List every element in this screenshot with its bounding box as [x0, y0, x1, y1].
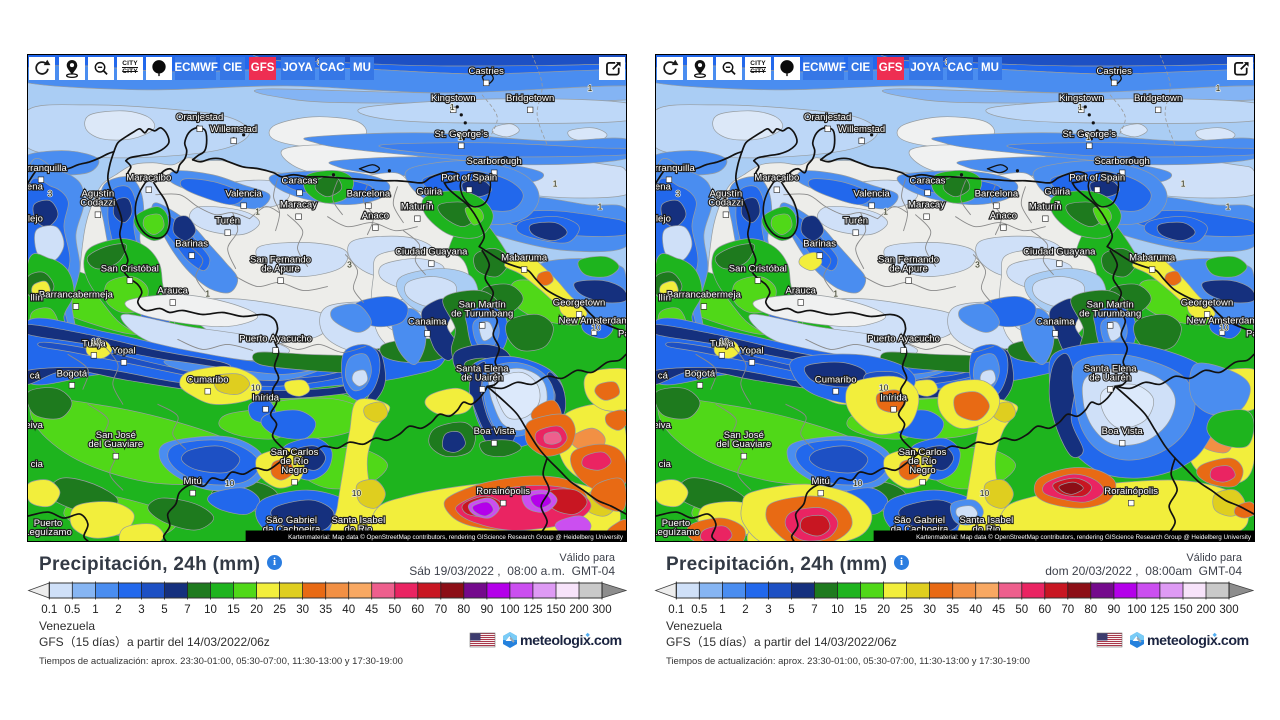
svg-text:meteologix.com: meteologix.com [1147, 633, 1249, 649]
svg-text:meteologix.com: meteologix.com [520, 633, 622, 649]
